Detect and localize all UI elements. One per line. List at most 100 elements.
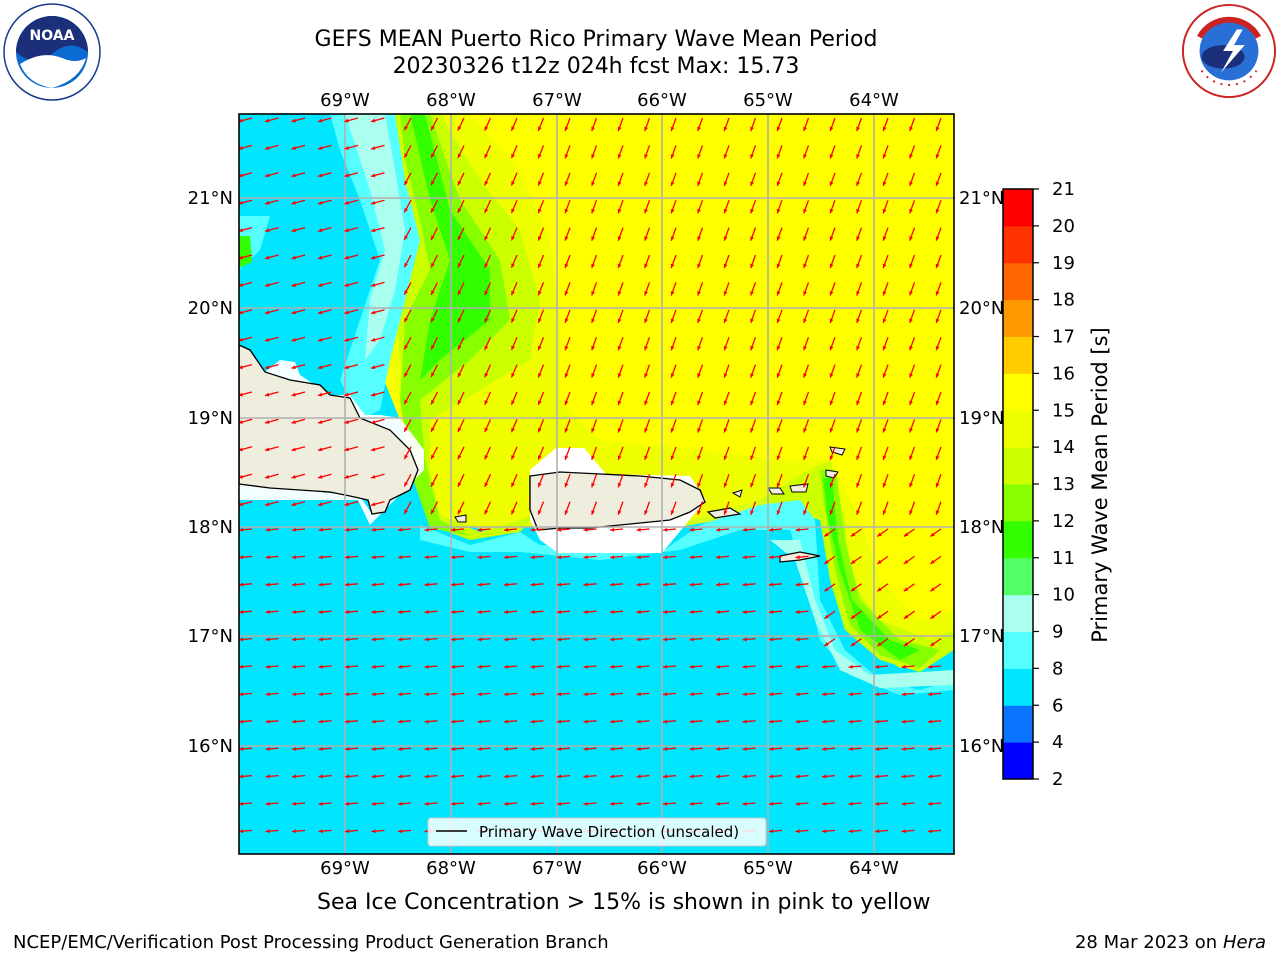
legend-label: Primary Wave Direction (unscaled)	[479, 823, 739, 841]
wave-arrow-head	[370, 283, 376, 287]
wave-arrow-head	[716, 801, 721, 806]
wave-arrow-head	[644, 373, 648, 378]
wave-arrow-head	[903, 587, 909, 592]
wave-arrow-head	[901, 747, 906, 751]
wave-arrow-head	[822, 857, 826, 861]
wave-arrow-head	[292, 747, 297, 751]
wave-arrow-head	[557, 555, 562, 560]
wave-arrow-head	[803, 345, 807, 351]
wave-arrow-head	[769, 555, 774, 560]
wave-arrow-head	[829, 291, 834, 296]
wave-arrow-shaft	[372, 858, 385, 859]
wave-arrow-head	[850, 532, 856, 537]
wave-arrow-head	[398, 747, 403, 751]
wave-arrow-head	[265, 801, 270, 806]
wave-arrow-head	[689, 692, 694, 697]
wave-arrow-head	[955, 857, 959, 861]
wave-arrow-head	[239, 555, 244, 560]
wave-arrow-head	[424, 801, 429, 806]
wave-arrow-head	[398, 857, 402, 861]
lon-label: 64°W	[849, 90, 899, 111]
wave-arrow-head	[317, 420, 323, 424]
wave-arrow-head	[663, 801, 668, 806]
wave-arrow-head	[484, 509, 489, 515]
wave-arrow-head	[829, 236, 834, 241]
wave-arrow-head	[292, 857, 296, 861]
wave-arrow-head	[957, 587, 961, 591]
wave-arrow-head	[239, 255, 243, 260]
wave-arrow-head	[484, 235, 489, 241]
wave-arrow-head	[803, 510, 807, 515]
wave-arrow-head	[591, 400, 595, 406]
wave-arrow-head	[689, 527, 694, 532]
wave-arrow-head	[644, 236, 648, 241]
colorbar-tick-label: 6	[1052, 695, 1063, 716]
wave-arrow-head	[856, 510, 860, 515]
wave-arrow-shaft	[902, 858, 915, 859]
wave-arrow-head	[583, 692, 588, 697]
lat-label: 16°N	[188, 736, 233, 757]
lat-label: 17°N	[188, 626, 233, 647]
wave-arrow-head	[583, 719, 588, 724]
wave-arrow-head	[750, 208, 754, 214]
map-legend: Primary Wave Direction (unscaled)	[427, 817, 767, 847]
wave-arrow-head	[345, 555, 350, 560]
wave-arrow-head	[451, 692, 456, 697]
wave-arrow-head	[239, 365, 243, 370]
wave-arrow-head	[882, 154, 887, 159]
wave-arrow-head	[716, 527, 721, 532]
wave-arrow-head	[265, 747, 270, 751]
wave-arrow-head	[484, 372, 489, 378]
wave-arrow-head	[955, 692, 959, 696]
wave-arrow-head	[404, 454, 408, 460]
wave-arrow-head	[636, 637, 641, 642]
wave-arrow-head	[239, 774, 244, 779]
wave-arrow-head	[636, 692, 641, 697]
wave-arrow-head	[404, 372, 408, 377]
wave-arrow-head	[371, 610, 376, 614]
wave-arrow-head	[829, 455, 834, 460]
wave-arrow-head	[742, 582, 747, 587]
wave-arrow-head	[723, 318, 728, 323]
wave-arrow-head	[451, 555, 456, 560]
wave-arrow-head	[723, 482, 728, 488]
wave-arrow-head	[617, 482, 622, 488]
wave-arrow-head	[776, 373, 781, 378]
wave-arrow-head	[318, 664, 323, 669]
wave-arrow-head	[591, 154, 595, 159]
wave-arrow-head	[404, 153, 408, 158]
wave-arrow-head	[431, 125, 435, 131]
colorbar-swatch	[1003, 484, 1033, 522]
wave-arrow-head	[716, 610, 721, 614]
wave-arrow-head	[663, 637, 668, 642]
wave-arrow-head	[697, 208, 701, 214]
wave-arrow-head	[697, 126, 701, 132]
wave-arrow-head	[564, 400, 569, 406]
wave-arrow-head	[291, 420, 296, 424]
wave-arrow-head	[776, 318, 781, 323]
wave-arrow-head	[610, 774, 615, 779]
wave-arrow-head	[824, 532, 829, 537]
wave-arrow-head	[909, 154, 913, 159]
wave-arrow-head	[457, 208, 462, 213]
wave-arrow-head	[935, 345, 940, 351]
wave-arrow-head	[928, 829, 933, 834]
wave-arrow-head	[264, 365, 270, 370]
wave-arrow-head	[670, 318, 675, 323]
plot-title: GEFS MEAN Puerto Rico Primary Wave Mean …	[314, 27, 878, 52]
footer-date-text: 28 Mar 2023 on	[1074, 932, 1218, 953]
wave-arrow-head	[504, 692, 509, 697]
wave-arrow-head	[345, 829, 350, 834]
colorbar-swatch	[1003, 520, 1033, 559]
wave-arrow-shaft	[504, 858, 517, 859]
wave-arrow-head	[670, 455, 675, 460]
wave-arrow-head	[451, 582, 456, 587]
wave-arrow-head	[822, 774, 827, 779]
wave-arrow-head	[962, 455, 966, 459]
wave-arrow-head	[370, 118, 376, 123]
wave-arrow-head	[537, 455, 542, 460]
wave-arrow-head	[644, 181, 648, 186]
wave-arrow-head	[564, 428, 569, 433]
wave-arrow-head	[670, 373, 675, 378]
wave-arrow-head	[583, 774, 588, 779]
